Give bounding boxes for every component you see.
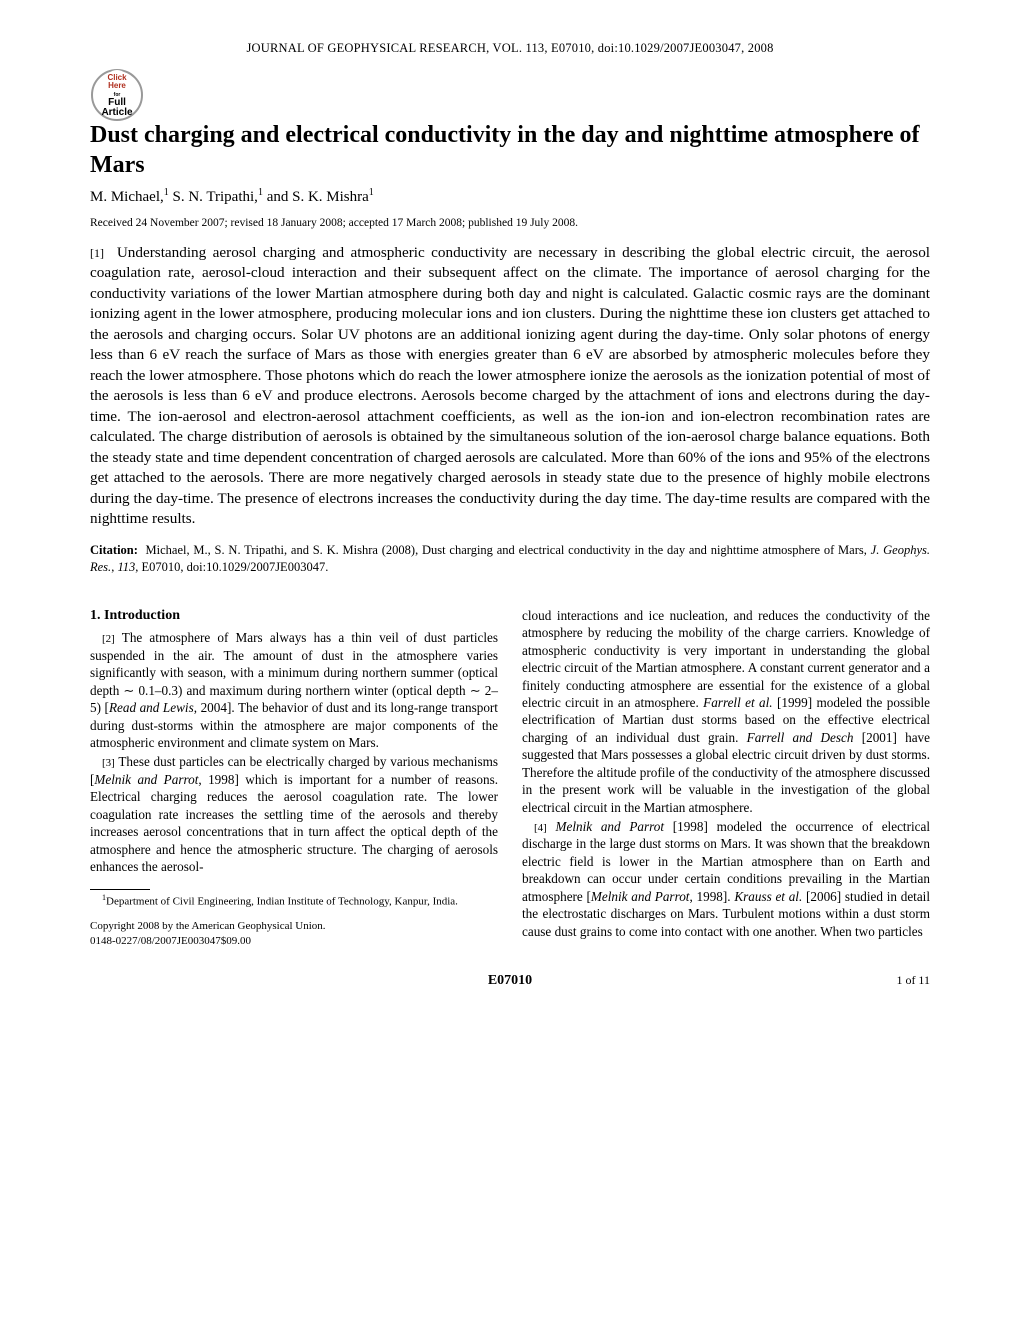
ref-melnik-parrot-1: Melnik and Parrot xyxy=(94,772,198,787)
affil-mark: 1 xyxy=(258,187,263,198)
received-line: Received 24 November 2007; revised 18 Ja… xyxy=(90,216,930,231)
ref-farrell-etal: Farrell et al. xyxy=(703,695,772,710)
ref-melnik-parrot-3: Melnik and Parrot xyxy=(591,889,690,904)
para-num-1: [1] xyxy=(90,246,104,260)
footer-page-count: 1 of 11 xyxy=(650,973,930,989)
badge-here: Here xyxy=(108,81,126,90)
ref-krauss-etal: Krauss et al. xyxy=(734,889,802,904)
para-4: [4] Melnik and Parrot [1998] modeled the… xyxy=(522,818,930,940)
section-1-heading: 1. Introduction xyxy=(90,607,498,625)
copyright-block: Copyright 2008 by the American Geophysic… xyxy=(90,919,498,948)
para-num-2: [2] xyxy=(102,633,115,645)
affiliation-footnote: 1Department of Civil Engineering, Indian… xyxy=(90,893,498,909)
author-2: S. N. Tripathi, xyxy=(172,189,257,205)
article-title: Dust charging and electrical conductivit… xyxy=(90,120,930,180)
para-3-continued: cloud interactions and ice nucleation, a… xyxy=(522,607,930,816)
abstract: [1] Understanding aerosol charging and a… xyxy=(90,243,930,530)
para-3: [3] These dust particles can be electric… xyxy=(90,753,498,875)
para-num-4: [4] xyxy=(534,822,547,834)
copyright-line-2: 0148-0227/08/2007JE003047$09.00 xyxy=(90,934,498,948)
citation-volume: 113 xyxy=(117,560,135,574)
footer-article-id: E07010 xyxy=(370,972,650,990)
ref-melnik-parrot-2: Melnik and Parrot xyxy=(556,819,664,834)
citation-label: Citation: xyxy=(90,543,138,557)
author-3: and S. K. Mishra xyxy=(267,189,369,205)
affil-mark: 1 xyxy=(369,187,374,198)
footnote-rule xyxy=(90,889,150,890)
ref-farrell-desch: Farrell and Desch xyxy=(747,730,854,745)
badge-article: Article xyxy=(101,107,133,118)
authors: M. Michael,1 S. N. Tripathi,1 and S. K. … xyxy=(90,186,930,208)
para-num-3: [3] xyxy=(102,757,115,769)
para-4-t2: , 1998]. xyxy=(689,889,734,904)
page-footer: E07010 1 of 11 xyxy=(90,972,930,990)
para-3-t2: , 1998] which is important for a number … xyxy=(90,772,498,874)
journal-header: JOURNAL OF GEOPHYSICAL RESEARCH, VOL. 11… xyxy=(90,40,930,56)
affil-mark: 1 xyxy=(164,187,169,198)
abstract-text: Understanding aerosol charging and atmos… xyxy=(90,244,930,528)
citation-authors: Michael, M., S. N. Tripathi, and S. K. M… xyxy=(146,543,871,557)
copyright-line-1: Copyright 2008 by the American Geophysic… xyxy=(90,919,498,933)
author-1: M. Michael, xyxy=(90,189,164,205)
footnote-text: Department of Civil Engineering, Indian … xyxy=(106,896,458,908)
click-here-badge[interactable]: Click Here for Full Article xyxy=(90,68,144,122)
para-2: [2] The atmosphere of Mars always has a … xyxy=(90,629,498,751)
citation: Citation: Michael, M., S. N. Tripathi, a… xyxy=(90,542,930,577)
ref-read-lewis: Read and Lewis xyxy=(109,700,194,715)
body-columns: 1. Introduction [2] The atmosphere of Ma… xyxy=(90,607,930,948)
citation-rest: , E07010, doi:10.1029/2007JE003047. xyxy=(135,560,328,574)
